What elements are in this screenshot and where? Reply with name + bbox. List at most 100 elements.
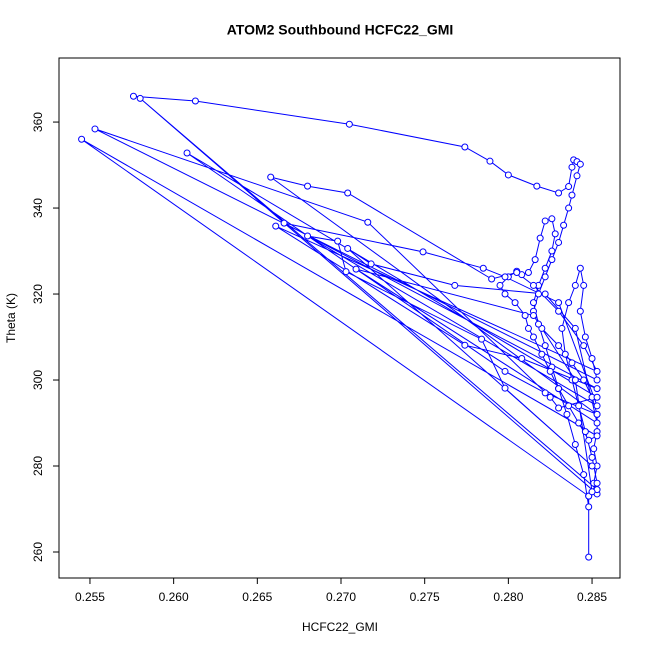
data-point: [501, 290, 509, 298]
data-point: [334, 237, 342, 245]
data-point: [367, 260, 375, 268]
data-point: [521, 312, 529, 320]
data-point: [575, 402, 583, 410]
data-point: [345, 120, 353, 128]
data-point: [524, 324, 532, 332]
data-point: [555, 404, 563, 412]
data-point: [593, 479, 601, 487]
data-point: [518, 355, 526, 363]
data-point: [593, 393, 601, 401]
data-point: [504, 171, 512, 179]
data-point: [501, 367, 509, 375]
data-point: [529, 299, 537, 307]
data-point: [479, 264, 487, 272]
chart-title: ATOM2 Southbound HCFC22_GMI: [227, 22, 454, 38]
data-point: [461, 143, 469, 151]
data-point: [585, 503, 593, 511]
data-point: [565, 183, 573, 191]
data-point: [91, 125, 99, 133]
data-point: [593, 419, 601, 427]
data-point: [529, 281, 537, 289]
data-point: [533, 182, 541, 190]
data-point: [568, 359, 576, 367]
data-point: [546, 393, 554, 401]
data-point: [561, 350, 569, 358]
data-point: [588, 488, 596, 496]
y-tick-label: 280: [31, 456, 45, 476]
data-point: [344, 189, 352, 197]
data-point: [565, 299, 573, 307]
data-point: [541, 342, 549, 350]
data-point: [588, 355, 596, 363]
data-point: [565, 204, 573, 212]
data-point: [531, 256, 539, 264]
data-point: [524, 269, 532, 277]
data-point: [501, 273, 509, 281]
data-point: [548, 256, 556, 264]
data-point: [565, 402, 573, 410]
data-point: [534, 320, 542, 328]
data-point: [555, 342, 563, 350]
data-point: [576, 160, 584, 168]
data-point: [541, 217, 549, 225]
data-point: [571, 376, 579, 384]
data-point: [588, 462, 596, 470]
data-point: [267, 173, 275, 181]
data-point: [580, 342, 588, 350]
data-point: [555, 299, 563, 307]
data-point: [538, 350, 546, 358]
data-point: [461, 341, 469, 349]
data-point: [342, 268, 350, 276]
data-point: [546, 367, 554, 375]
data-point: [576, 264, 584, 272]
data-point: [588, 453, 596, 461]
y-tick-label: 300: [31, 370, 45, 390]
y-tick-label: 340: [31, 198, 45, 218]
data-point: [78, 135, 86, 143]
data-point: [585, 436, 593, 444]
data-point: [581, 333, 589, 341]
data-point: [555, 385, 563, 393]
data-point: [593, 402, 601, 410]
data-point: [541, 264, 549, 272]
data-point: [352, 265, 360, 273]
data-point: [555, 307, 563, 315]
data-point: [478, 335, 486, 343]
data-point: [593, 432, 601, 440]
data-point: [555, 189, 563, 197]
data-point: [280, 219, 288, 227]
data-point: [129, 92, 137, 100]
data-point: [304, 232, 312, 240]
data-point: [496, 281, 504, 289]
data-point: [576, 307, 584, 315]
data-point: [304, 182, 312, 190]
y-tick-label: 260: [31, 542, 45, 562]
y-axis-label: Theta (K): [4, 293, 18, 343]
data-point: [419, 248, 427, 256]
data-point: [191, 97, 199, 105]
data-point: [501, 384, 509, 392]
x-axis-label: HCFC22_GMI: [302, 620, 378, 634]
data-point: [136, 94, 144, 102]
data-point: [563, 410, 571, 418]
data-point: [551, 230, 559, 238]
data-point: [534, 290, 542, 298]
data-point: [568, 191, 576, 199]
y-tick-label: 360: [31, 112, 45, 132]
data-point: [511, 299, 519, 307]
data-point: [593, 385, 601, 393]
data-point: [488, 275, 496, 283]
data-point: [555, 238, 563, 246]
data-point: [451, 281, 459, 289]
data-point: [183, 149, 191, 157]
data-point: [580, 471, 588, 479]
data-point: [486, 157, 494, 165]
data-point: [593, 367, 601, 375]
data-point: [571, 324, 579, 332]
data-point: [590, 445, 598, 453]
x-tick-label: 0.285: [577, 590, 607, 604]
data-point: [529, 312, 537, 320]
data-point: [272, 222, 280, 230]
